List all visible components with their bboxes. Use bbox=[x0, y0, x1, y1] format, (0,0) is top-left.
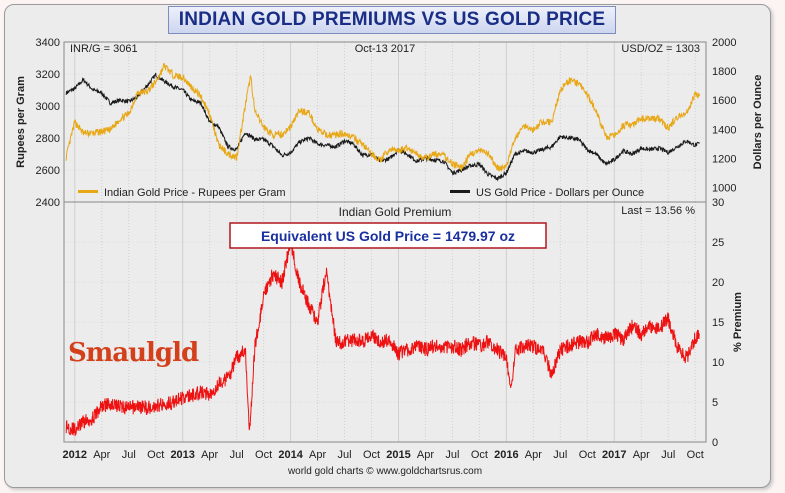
xtick-14: Jul bbox=[445, 449, 459, 461]
ylabel-premium: % Premium bbox=[732, 292, 744, 352]
ytick-premium-0: 0 bbox=[712, 437, 718, 449]
ylabel-left-upper: Rupees per Gram bbox=[15, 76, 27, 168]
footer-credit: world gold charts © www.goldchartsrus.co… bbox=[287, 466, 482, 477]
ytick-right-0: 1000 bbox=[712, 182, 736, 194]
xtick-11: Oct bbox=[363, 449, 380, 461]
lower-panel-border bbox=[63, 201, 707, 443]
xtick-10: Jul bbox=[338, 449, 352, 461]
ytick-premium-2: 10 bbox=[712, 357, 724, 369]
equivalent-price-text: Equivalent US Gold Price = 1479.97 oz bbox=[261, 228, 515, 244]
xtick-0: 2012 bbox=[63, 449, 87, 461]
xtick-9: Apr bbox=[309, 449, 326, 461]
legend-swatch-inr bbox=[78, 190, 98, 193]
xtick-5: Apr bbox=[201, 449, 218, 461]
header-inr-value: INR/G = 3061 bbox=[70, 43, 138, 55]
ytick-left-5: 3400 bbox=[36, 37, 60, 49]
ytick-premium-4: 20 bbox=[712, 277, 724, 289]
ytick-right-2: 1400 bbox=[712, 124, 736, 136]
chart-title: INDIAN GOLD PREMIUMS VS US GOLD PRICE bbox=[168, 6, 616, 34]
xtick-17: Apr bbox=[525, 449, 542, 461]
xtick-23: Oct bbox=[687, 449, 704, 461]
header-usd-value: USD/OZ = 1303 bbox=[621, 43, 700, 55]
xtick-13: Apr bbox=[417, 449, 434, 461]
series-inr-line bbox=[65, 63, 700, 172]
ytick-premium-6: 30 bbox=[712, 197, 724, 209]
ytick-premium-5: 25 bbox=[712, 237, 724, 249]
xtick-6: Jul bbox=[230, 449, 244, 461]
ytick-left-2: 2800 bbox=[36, 133, 60, 145]
xtick-22: Jul bbox=[661, 449, 675, 461]
legend-swatch-usd bbox=[450, 190, 470, 193]
ytick-left-0: 2400 bbox=[36, 197, 60, 209]
lower-panel-title: Indian Gold Premium bbox=[339, 205, 452, 219]
xtick-3: Oct bbox=[147, 449, 164, 461]
series-premium-line bbox=[65, 235, 700, 437]
xtick-7: Oct bbox=[255, 449, 272, 461]
xtick-18: Jul bbox=[553, 449, 567, 461]
ytick-right-5: 2000 bbox=[712, 37, 736, 49]
ytick-premium-3: 15 bbox=[712, 317, 724, 329]
xtick-8: 2014 bbox=[278, 449, 303, 461]
xtick-2: Jul bbox=[122, 449, 136, 461]
ylabel-right-upper: Dollars per Ounce bbox=[752, 75, 764, 170]
legend-label-inr: Indian Gold Price - Rupees per Gram bbox=[104, 187, 286, 199]
last-value-label: Last = 13.56 % bbox=[621, 205, 695, 217]
equivalent-price-box bbox=[229, 222, 547, 249]
series-usd-line bbox=[65, 72, 700, 182]
ytick-left-1: 2600 bbox=[36, 165, 60, 177]
ytick-left-4: 3200 bbox=[36, 69, 60, 81]
legend-label-usd: US Gold Price - Dollars per Ounce bbox=[476, 187, 644, 199]
ytick-right-1: 1200 bbox=[712, 153, 736, 165]
xtick-15: Oct bbox=[471, 449, 488, 461]
xtick-20: 2017 bbox=[602, 449, 626, 461]
xtick-16: 2016 bbox=[494, 449, 518, 461]
xtick-1: Apr bbox=[93, 449, 110, 461]
xtick-21: Apr bbox=[633, 449, 650, 461]
ytick-left-3: 3000 bbox=[36, 101, 60, 113]
smaulgld-logo: Smaulgld bbox=[68, 338, 199, 368]
header-date: Oct-13 2017 bbox=[355, 43, 416, 55]
upper-panel-border bbox=[63, 41, 707, 203]
xtick-4: 2013 bbox=[170, 449, 194, 461]
ytick-premium-1: 5 bbox=[712, 397, 718, 409]
ytick-right-4: 1800 bbox=[712, 66, 736, 78]
xtick-19: Oct bbox=[579, 449, 596, 461]
ytick-right-3: 1600 bbox=[712, 95, 736, 107]
xtick-12: 2015 bbox=[386, 449, 410, 461]
